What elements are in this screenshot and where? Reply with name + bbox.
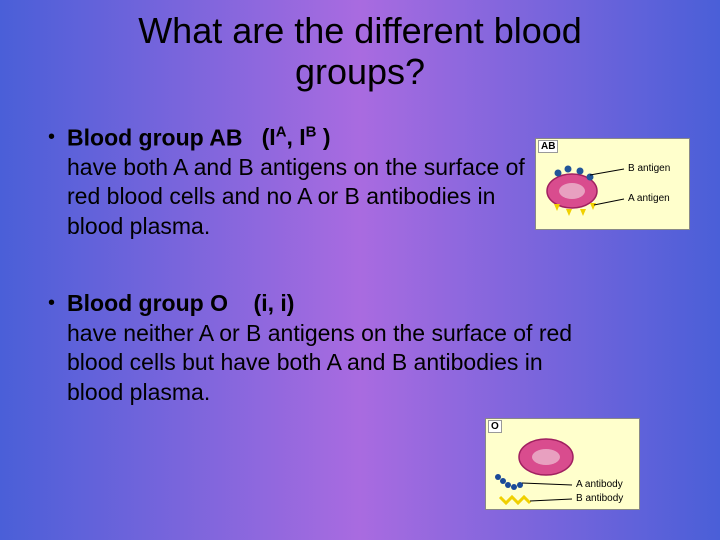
diagram-o-header: O — [488, 420, 502, 433]
diagram-o-label-a-antibody: A antibody — [576, 479, 623, 490]
title-line-2: groups? — [295, 51, 425, 92]
bullet-o-heading: Blood group O — [67, 290, 228, 316]
bullet-marker-icon: • — [48, 123, 55, 151]
bullet-ab-genotype: (IA, IB ) — [262, 124, 331, 150]
bullet-o-genotype: (i, i) — [254, 290, 295, 316]
diagram-ab-svg — [536, 139, 691, 231]
diagram-ab: AB B antigen A antigen — [535, 138, 690, 230]
diagram-ab-header: AB — [538, 140, 558, 153]
title-line-1: What are the different blood — [138, 10, 582, 51]
bullet-ab-heading: Blood group AB — [67, 124, 242, 150]
diagram-o: O A antibody B antibody — [485, 418, 640, 510]
diagram-ab-label-b-antigen: B antigen — [628, 163, 670, 174]
bullet-ab-body: Blood group AB (IA, IB ) have both A and… — [67, 123, 547, 241]
bullet-marker-icon: • — [48, 289, 55, 317]
diagram-ab-label-a-antigen: A antigen — [628, 193, 670, 204]
bullet-o: • Blood group O (i, i) have neither A or… — [48, 289, 672, 407]
bullet-ab-text: have both A and B antigens on the surfac… — [67, 154, 525, 239]
slide-title: What are the different blood groups? — [0, 0, 720, 93]
diagram-o-label-b-antibody: B antibody — [576, 493, 623, 504]
bullet-o-text: have neither A or B antigens on the surf… — [67, 320, 572, 405]
bullet-o-body: Blood group O (i, i) have neither A or B… — [67, 289, 587, 407]
